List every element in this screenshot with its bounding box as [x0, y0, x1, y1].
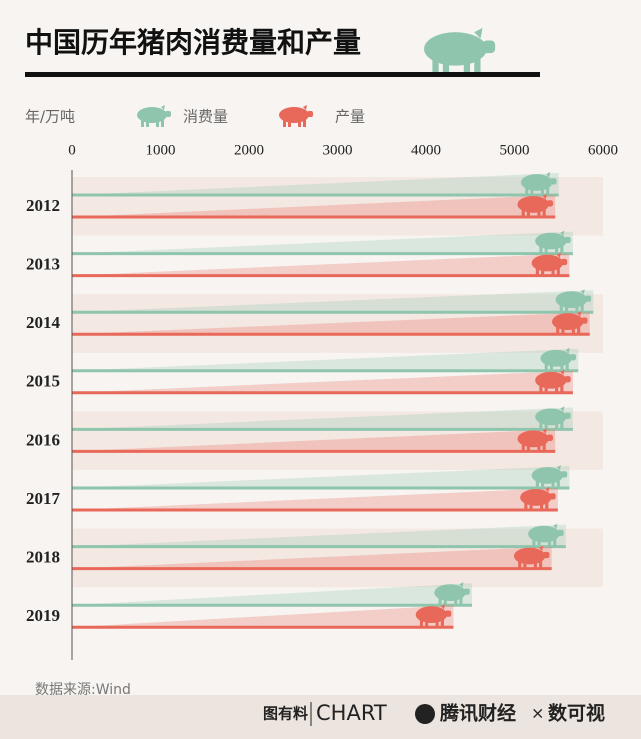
bar-shade	[72, 546, 552, 569]
bar-shade	[72, 231, 573, 254]
source: 数据来源:Wind	[35, 682, 131, 698]
bar-shade	[72, 370, 573, 393]
brand-1: 图有料	[263, 705, 308, 723]
x-tick-label: 5000	[500, 142, 530, 158]
bar-shade	[72, 173, 559, 195]
y-tick-label: 2017	[26, 489, 61, 508]
y-tick-label: 2018	[26, 548, 60, 567]
y-tick-label: 2016	[26, 430, 60, 449]
y-tick-label: 2015	[26, 372, 60, 391]
bar-shade	[72, 605, 454, 628]
bar-shade	[72, 253, 570, 276]
x-tick-label: 3000	[323, 142, 353, 158]
plot: 0 1000 2000 3000 4000 5000 6000 2012 2013 2014 201…	[26, 142, 618, 629]
y-tick-label: 2013	[26, 255, 60, 274]
chart-title: 中国历年猪肉消费量和产量	[25, 26, 361, 59]
brand-logo	[415, 704, 435, 724]
bar-shade	[72, 583, 473, 606]
x-tick-label: 6000	[588, 142, 618, 158]
legend: 消费量 产量	[134, 105, 365, 127]
x-tick-label: 2000	[234, 142, 264, 158]
legend-label: 产量	[335, 108, 365, 126]
row-band	[72, 177, 603, 236]
bar-shade	[72, 290, 594, 313]
bar-shade	[72, 466, 570, 488]
row-band	[72, 294, 603, 353]
bar-shade	[72, 195, 556, 217]
bar-shade	[72, 407, 573, 430]
footer-band	[0, 695, 641, 739]
bar-shade	[72, 348, 579, 371]
y-tick-label: 2012	[26, 196, 60, 215]
y-tick-label: 2019	[26, 606, 60, 625]
brand-x: ×	[531, 704, 544, 723]
y-tick-label: 2014	[26, 313, 61, 332]
brand-4: 数可视	[548, 702, 605, 725]
bar-shade	[72, 488, 558, 510]
bar-shade	[72, 524, 566, 547]
row-band	[72, 411, 603, 470]
bar-shade	[72, 312, 590, 335]
bar-shade	[72, 429, 556, 452]
unit-label: 年/万吨	[25, 108, 75, 126]
brand-2: CHART	[316, 701, 387, 725]
brand-3: 腾讯财经	[439, 702, 516, 725]
x-tick-label: 0	[68, 142, 76, 158]
x-tick-label: 1000	[146, 142, 176, 158]
x-tick-label: 4000	[411, 142, 441, 158]
title-rule	[25, 72, 540, 77]
legend-label: 消费量	[183, 108, 228, 126]
